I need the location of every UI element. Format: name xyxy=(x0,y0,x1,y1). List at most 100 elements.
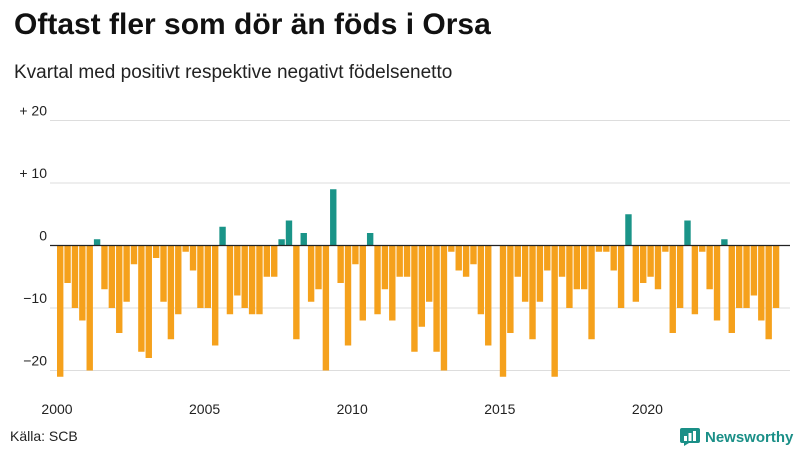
bar xyxy=(307,245,315,302)
bar xyxy=(130,245,138,265)
bar xyxy=(507,245,514,333)
bar xyxy=(603,245,610,252)
bar xyxy=(189,245,197,271)
bar xyxy=(418,245,426,327)
x-tick-label: 2000 xyxy=(41,401,72,417)
source-note: Källa: SCB xyxy=(10,428,78,444)
bar xyxy=(536,245,544,302)
bar xyxy=(558,245,566,277)
bar xyxy=(499,245,507,377)
bar xyxy=(167,245,175,340)
bar xyxy=(617,245,625,308)
bar xyxy=(455,245,462,271)
bar xyxy=(750,245,758,296)
bar xyxy=(300,233,307,246)
bar xyxy=(765,245,772,340)
bar xyxy=(676,245,684,308)
y-tick-label: + 10 xyxy=(19,165,47,181)
x-axis-labels: 2000 2005 2010 2015 2020 xyxy=(41,401,663,417)
bar xyxy=(625,214,632,246)
bar xyxy=(101,245,108,290)
bar xyxy=(551,245,558,377)
x-tick-label: 2020 xyxy=(632,401,663,417)
bar xyxy=(138,245,145,352)
bar xyxy=(234,245,241,296)
bar xyxy=(93,239,101,246)
bar xyxy=(352,245,359,265)
bar xyxy=(271,245,278,277)
bar xyxy=(241,245,248,308)
bar xyxy=(182,245,189,252)
bar xyxy=(204,245,211,308)
bar xyxy=(403,245,411,277)
bar xyxy=(691,245,699,315)
bar xyxy=(145,245,152,358)
bar xyxy=(743,245,750,308)
bar xyxy=(647,245,654,277)
bar xyxy=(337,245,344,283)
bar xyxy=(580,245,588,290)
bar xyxy=(278,239,285,246)
bar xyxy=(197,245,204,308)
bar xyxy=(684,220,691,246)
bar xyxy=(116,245,123,333)
bar xyxy=(315,245,322,290)
bar xyxy=(758,245,765,321)
bar xyxy=(256,245,263,315)
newsworthy-bar-chart-icon xyxy=(680,428,700,446)
bar xyxy=(211,245,219,346)
bar xyxy=(462,245,470,277)
bar xyxy=(566,245,573,308)
bar xyxy=(699,245,706,252)
bar xyxy=(293,245,300,340)
bar xyxy=(359,245,366,321)
bar xyxy=(330,189,337,246)
brand-name: Newsworthy xyxy=(705,428,794,446)
bar xyxy=(123,245,130,302)
bar xyxy=(344,245,352,346)
bar xyxy=(595,245,603,252)
y-tick-label: −10 xyxy=(23,290,47,306)
bar xyxy=(389,245,396,321)
bar xyxy=(152,245,160,258)
bar xyxy=(573,245,580,290)
x-tick-label: 2005 xyxy=(189,401,220,417)
bar xyxy=(433,245,440,352)
y-tick-label: −20 xyxy=(23,353,47,369)
bar xyxy=(285,220,293,246)
bar xyxy=(322,245,330,371)
x-tick-label: 2015 xyxy=(484,401,515,417)
chart-subtitle: Kvartal med positivt respektive negativt… xyxy=(14,62,453,83)
bar xyxy=(226,245,234,315)
bar xyxy=(721,239,728,246)
chart-title: Oftast fler som dör än föds i Orsa xyxy=(14,8,491,41)
bar xyxy=(588,245,595,340)
bar xyxy=(440,245,448,371)
bar xyxy=(772,245,780,308)
bar xyxy=(706,245,713,290)
bar xyxy=(448,245,455,252)
y-axis-labels: + 20 + 10 0 −10 −20 xyxy=(19,103,47,369)
bar xyxy=(426,245,433,302)
bar xyxy=(411,245,418,352)
bar xyxy=(263,245,271,277)
bar xyxy=(669,245,676,333)
bar xyxy=(610,245,617,271)
bar xyxy=(662,245,669,252)
bar xyxy=(86,245,93,371)
bar xyxy=(381,245,389,290)
bar xyxy=(485,245,492,346)
brand-logo[interactable]: Newsworthy xyxy=(680,428,793,446)
bar xyxy=(248,245,256,315)
y-tick-label: + 20 xyxy=(19,103,47,119)
bar xyxy=(79,245,86,321)
bar xyxy=(175,245,182,315)
bar xyxy=(64,245,71,283)
bar xyxy=(654,245,662,290)
bar xyxy=(160,245,167,302)
bar xyxy=(544,245,551,271)
bar xyxy=(514,245,521,277)
bar xyxy=(374,245,381,315)
bar xyxy=(57,245,64,377)
bar xyxy=(477,245,485,315)
